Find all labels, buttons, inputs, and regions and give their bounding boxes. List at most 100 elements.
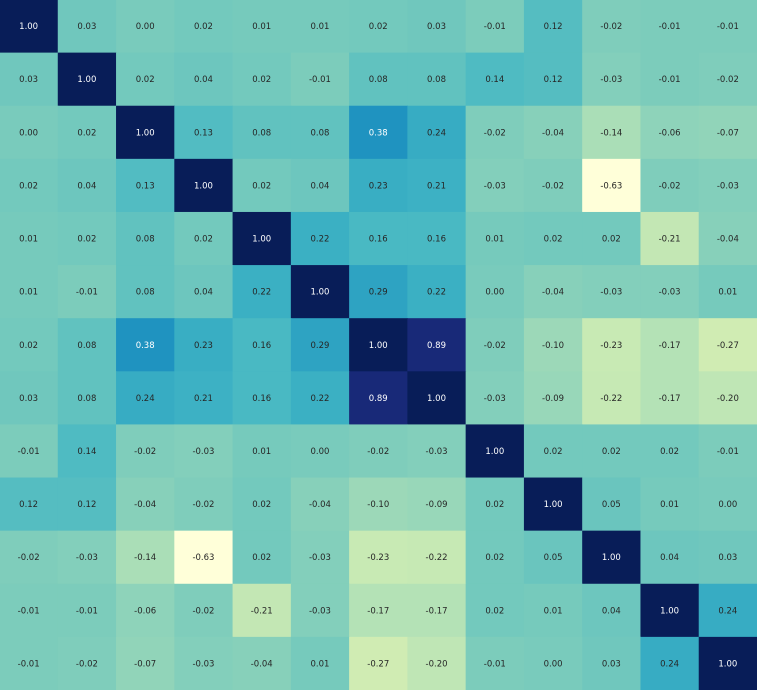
heatmap-value-8-10: 0.02 — [602, 447, 621, 457]
heatmap-value-2-9: -0.04 — [542, 128, 564, 138]
heatmap-value-1-5: -0.01 — [309, 75, 331, 85]
heatmap-cell-11-6 — [349, 583, 408, 638]
heatmap-cell-7-12 — [698, 371, 757, 426]
heatmap-value-5-10: -0.03 — [600, 288, 622, 298]
heatmap-cell-8-0 — [0, 424, 59, 479]
heatmap-cell-11-11 — [640, 583, 700, 638]
heatmap-cell-5-5 — [290, 265, 350, 319]
heatmap-cell-1-10 — [582, 52, 642, 107]
heatmap-value-4-5: 0.22 — [311, 235, 330, 245]
heatmap-value-5-9: -0.04 — [542, 288, 564, 298]
heatmap-value-1-2: 0.02 — [136, 75, 155, 85]
heatmap-value-10-1: -0.03 — [76, 553, 98, 563]
heatmap-value-4-10: 0.02 — [602, 235, 621, 245]
heatmap-cell-9-9 — [523, 477, 583, 532]
heatmap-cell-11-2 — [116, 583, 175, 638]
heatmap-value-7-7: 1.00 — [427, 394, 446, 404]
heatmap-value-9-0: 0.12 — [19, 500, 38, 510]
heatmap-value-0-9: 0.12 — [544, 22, 563, 32]
heatmap-cell-1-3 — [174, 52, 234, 107]
heatmap-value-5-3: 0.04 — [194, 288, 213, 298]
heatmap-value-0-4: 0.01 — [252, 22, 271, 32]
heatmap-cell-1-8 — [465, 52, 525, 107]
heatmap-value-12-11: 0.24 — [660, 659, 679, 669]
heatmap-value-3-0: 0.02 — [19, 181, 38, 191]
heatmap-cell-5-11 — [640, 265, 700, 319]
heatmap-cell-0-5 — [290, 0, 350, 54]
heatmap-cell-12-11 — [640, 636, 700, 690]
heatmap-cell-6-1 — [57, 318, 117, 372]
heatmap-value-6-9: -0.10 — [542, 341, 564, 351]
heatmap-value-3-10: -0.63 — [600, 181, 622, 191]
heatmap-cell-7-8 — [465, 371, 525, 426]
heatmap-cell-8-10 — [582, 424, 642, 479]
heatmap-value-9-6: -0.10 — [367, 500, 389, 510]
heatmap-cell-1-1 — [57, 52, 117, 107]
heatmap-cell-8-11 — [640, 424, 700, 479]
heatmap-cell-3-3 — [174, 158, 234, 213]
heatmap-cell-0-2 — [116, 0, 175, 54]
heatmap-value-4-12: -0.04 — [717, 235, 739, 245]
heatmap-cell-10-6 — [349, 530, 408, 585]
heatmap-value-2-2: 1.00 — [136, 128, 155, 138]
heatmap-value-12-3: -0.03 — [192, 659, 214, 669]
heatmap-value-9-4: 0.02 — [252, 500, 271, 510]
heatmap-cell-9-2 — [116, 477, 175, 532]
heatmap-cell-10-10 — [582, 530, 642, 585]
heatmap-cell-5-7 — [407, 265, 467, 319]
heatmap-value-2-12: -0.07 — [717, 128, 739, 138]
heatmap-cell-12-5 — [290, 636, 350, 690]
heatmap-cell-10-7 — [407, 530, 467, 585]
heatmap-value-11-10: 0.04 — [602, 606, 621, 616]
heatmap-cell-10-8 — [465, 530, 525, 585]
heatmap-cell-1-0 — [0, 52, 59, 107]
heatmap-cell-6-2 — [116, 318, 175, 372]
heatmap-value-4-7: 0.16 — [427, 235, 446, 245]
heatmap-value-5-0: 0.01 — [19, 288, 38, 298]
heatmap-value-3-1: 0.04 — [77, 181, 96, 191]
heatmap-cell-9-12 — [698, 477, 757, 532]
heatmap-value-3-7: 0.21 — [427, 181, 446, 191]
heatmap-cell-0-7 — [407, 0, 467, 54]
heatmap-value-7-5: 0.22 — [311, 394, 330, 404]
heatmap-value-12-2: -0.07 — [134, 659, 156, 669]
heatmap-cell-8-5 — [290, 424, 350, 479]
heatmap-value-11-7: -0.17 — [426, 606, 448, 616]
heatmap-value-6-2: 0.38 — [136, 341, 155, 351]
heatmap-cell-2-3 — [174, 105, 234, 160]
heatmap-cell-4-11 — [640, 211, 700, 266]
heatmap-value-3-12: -0.03 — [717, 181, 739, 191]
heatmap-cell-3-9 — [523, 158, 583, 213]
heatmap-value-2-7: 0.24 — [427, 128, 446, 138]
heatmap-cell-2-10 — [582, 105, 642, 160]
heatmap-cell-9-11 — [640, 477, 700, 532]
heatmap-cell-7-5 — [290, 371, 350, 426]
heatmap-value-10-11: 0.04 — [660, 553, 679, 563]
heatmap-cell-5-0 — [0, 265, 59, 319]
heatmap-cell-6-3 — [174, 318, 234, 372]
heatmap-cell-5-4 — [232, 265, 292, 319]
heatmap-cell-2-9 — [523, 105, 583, 160]
heatmap-value-2-8: -0.02 — [484, 128, 506, 138]
heatmap-value-0-12: -0.01 — [717, 22, 739, 32]
heatmap-cell-6-9 — [523, 318, 583, 372]
heatmap-value-9-12: 0.00 — [718, 500, 737, 510]
heatmap-value-11-5: -0.03 — [309, 606, 331, 616]
heatmap-value-4-6: 0.16 — [369, 235, 388, 245]
heatmap-value-11-0: -0.01 — [18, 606, 40, 616]
heatmap-cell-7-7 — [407, 371, 467, 426]
heatmap-cell-7-1 — [57, 371, 117, 426]
heatmap-cell-0-8 — [465, 0, 525, 54]
heatmap-cell-6-10 — [582, 318, 642, 372]
heatmap-cell-11-3 — [174, 583, 234, 638]
heatmap-cell-2-7 — [407, 105, 467, 160]
heatmap-value-2-10: -0.14 — [600, 128, 622, 138]
heatmap-cell-12-4 — [232, 636, 292, 690]
heatmap-value-0-5: 0.01 — [311, 22, 330, 32]
heatmap-value-3-4: 0.02 — [252, 181, 271, 191]
heatmap-value-12-0: -0.01 — [18, 659, 40, 669]
heatmap-cell-4-4 — [232, 211, 292, 266]
heatmap-value-2-1: 0.02 — [77, 128, 96, 138]
heatmap-cell-1-4 — [232, 52, 292, 107]
